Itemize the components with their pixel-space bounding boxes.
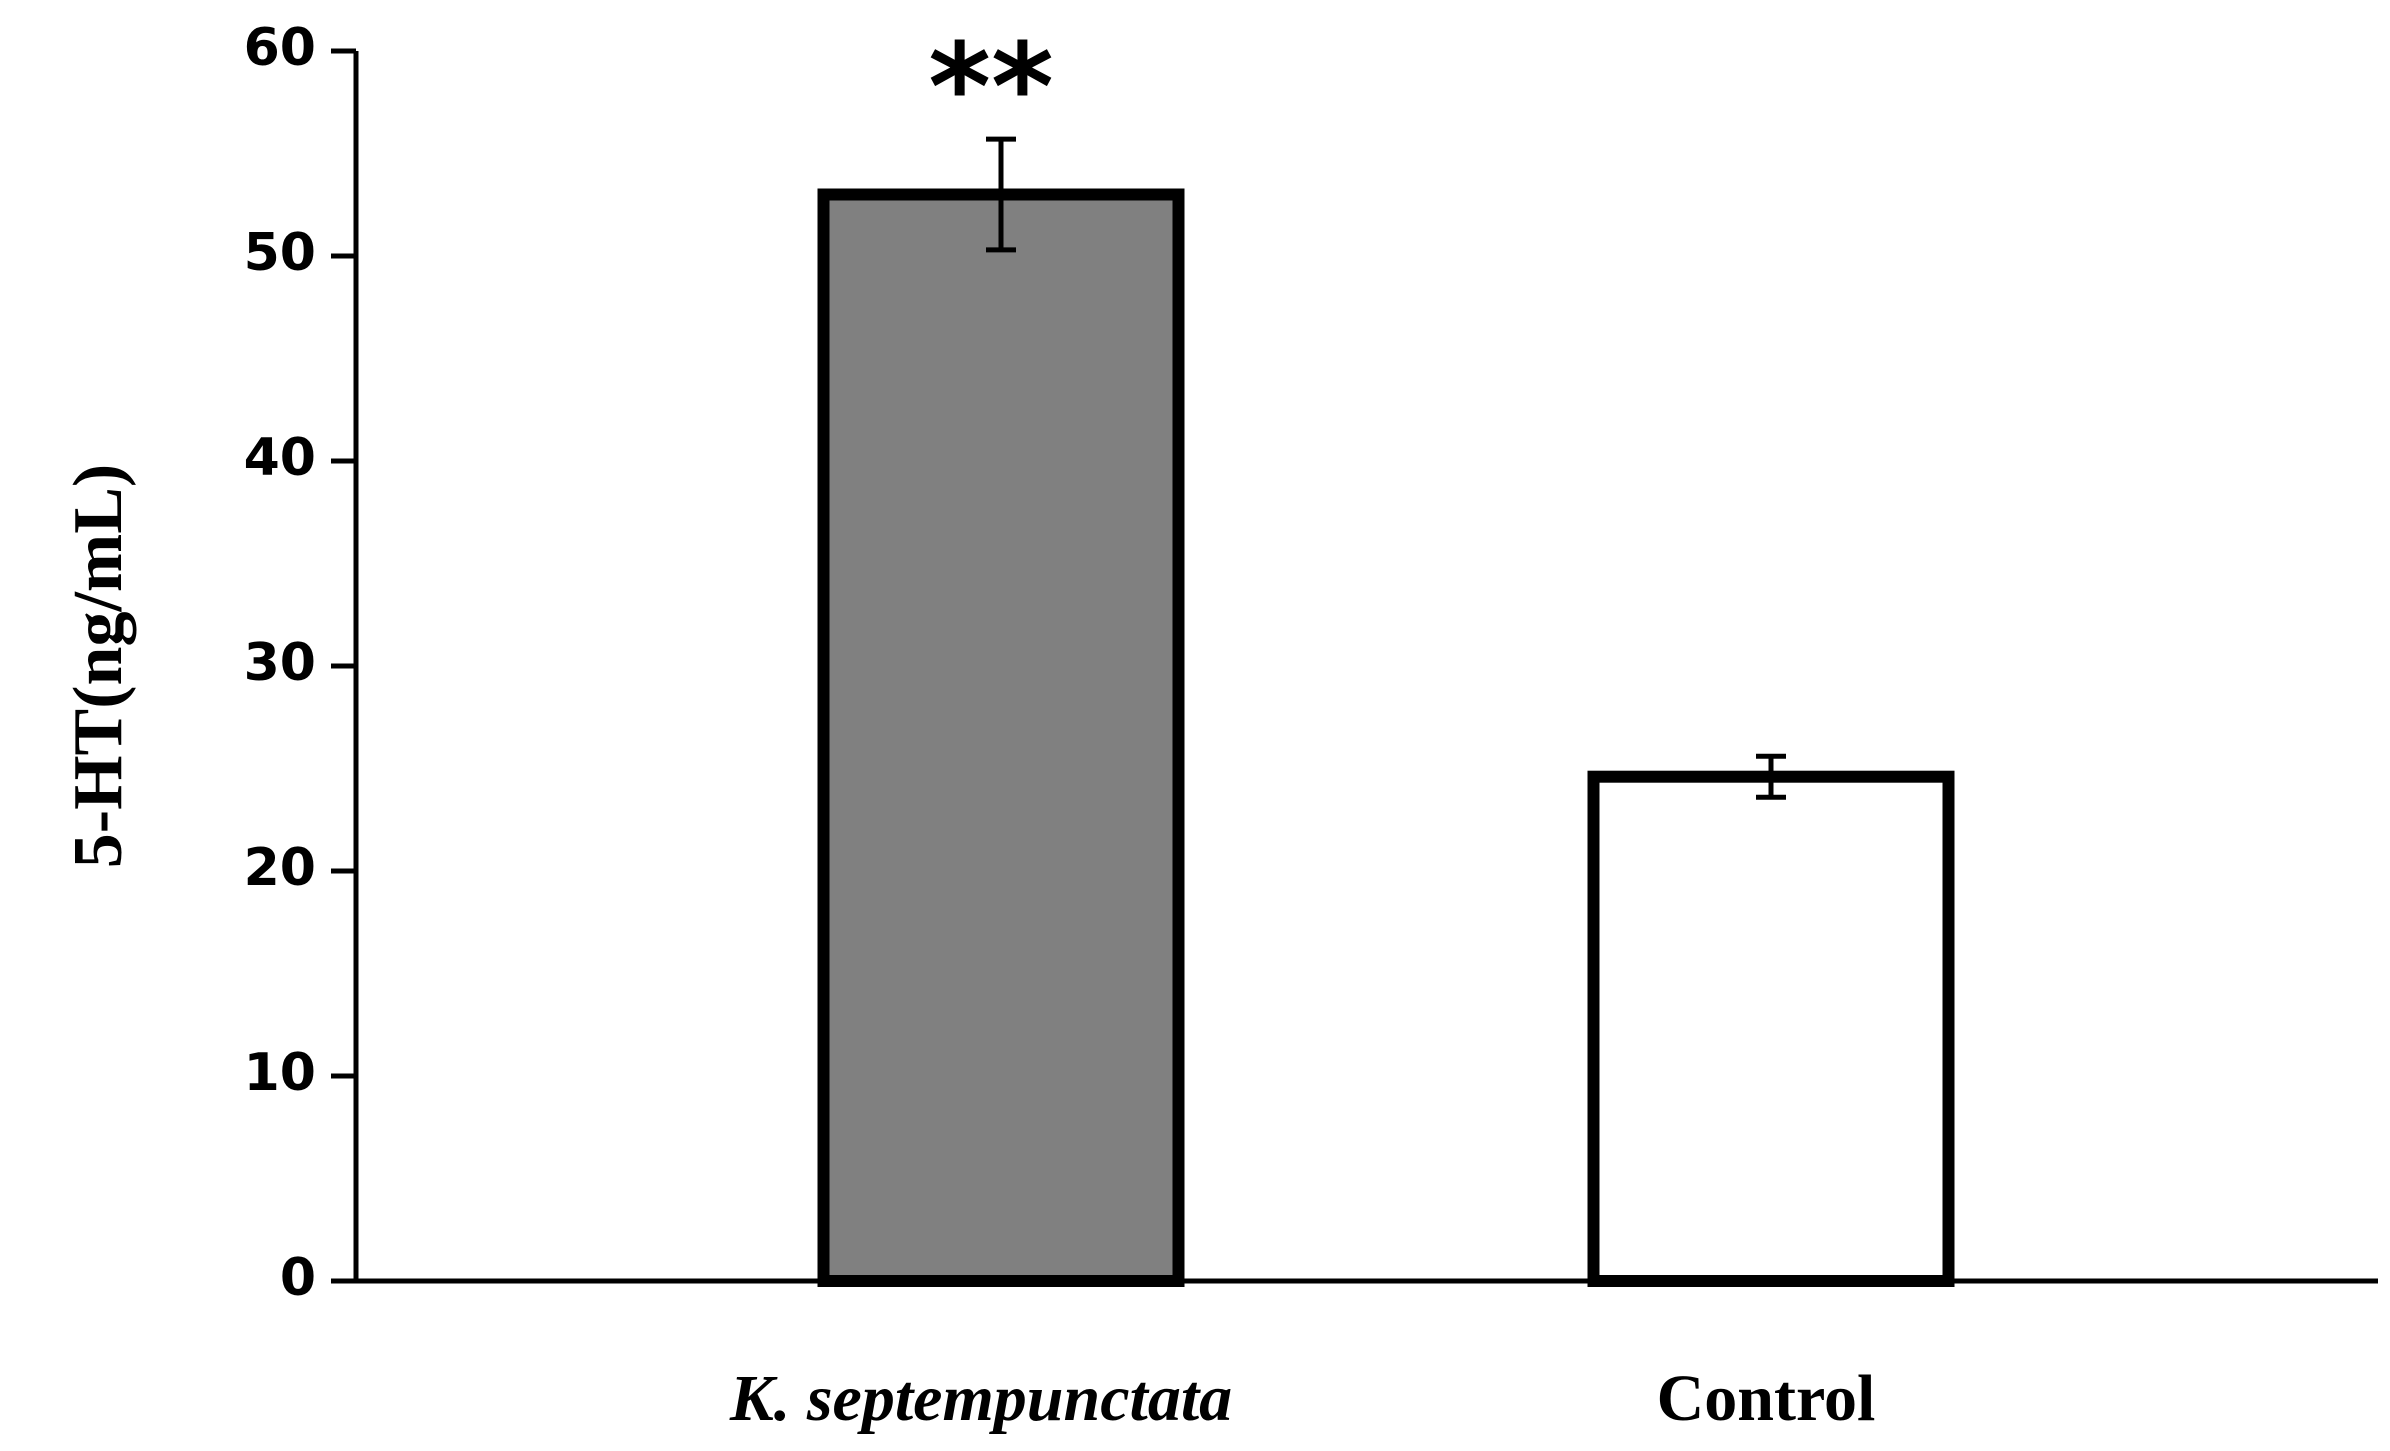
error-bar [1756, 753, 1786, 800]
error-bar [986, 136, 1016, 253]
y-axis-label: 5-HT(ng/mL) [60, 464, 137, 868]
y-tick-label: 60 [244, 18, 316, 78]
y-tick-label: 50 [244, 223, 316, 283]
x-tick-label: Control [1657, 1362, 1876, 1435]
y-tick-label: 30 [244, 633, 316, 693]
bar [817, 188, 1185, 1287]
y-tick-label: 40 [244, 428, 316, 488]
bar [1587, 770, 1955, 1287]
y-tick-label: 10 [244, 1043, 316, 1103]
y-tick-label: 0 [280, 1248, 316, 1308]
y-tick-label: 20 [244, 838, 316, 898]
x-tick-label: K. septempunctata [729, 1362, 1232, 1435]
significance-label: ** [928, 19, 1054, 158]
